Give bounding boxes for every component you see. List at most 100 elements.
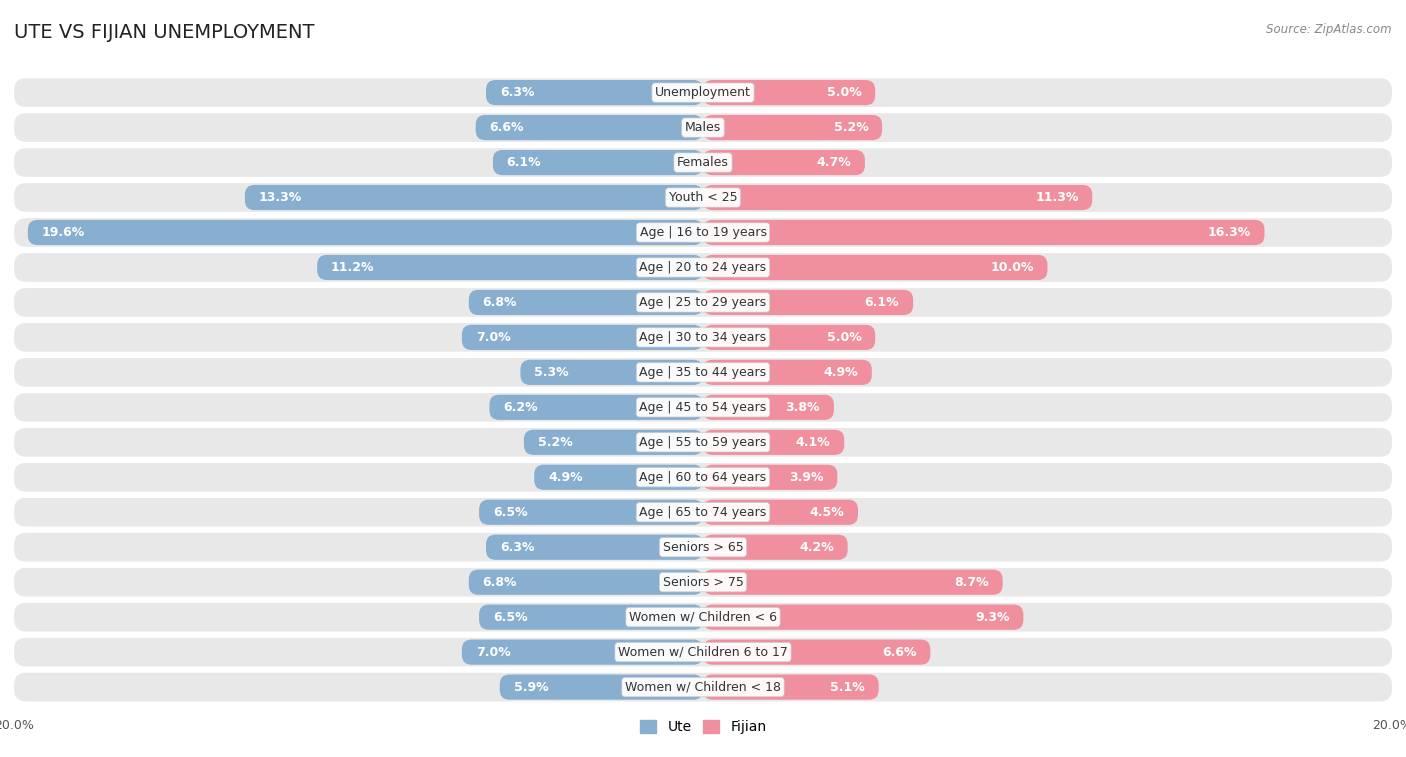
- FancyBboxPatch shape: [703, 150, 865, 175]
- FancyBboxPatch shape: [703, 80, 875, 105]
- FancyBboxPatch shape: [703, 534, 848, 560]
- FancyBboxPatch shape: [703, 394, 834, 420]
- FancyBboxPatch shape: [479, 500, 703, 525]
- FancyBboxPatch shape: [703, 325, 875, 350]
- FancyBboxPatch shape: [461, 640, 703, 665]
- Text: 5.1%: 5.1%: [830, 681, 865, 693]
- FancyBboxPatch shape: [14, 78, 1392, 107]
- Text: 4.1%: 4.1%: [796, 436, 831, 449]
- Text: Age | 60 to 64 years: Age | 60 to 64 years: [640, 471, 766, 484]
- Text: Age | 55 to 59 years: Age | 55 to 59 years: [640, 436, 766, 449]
- FancyBboxPatch shape: [703, 640, 931, 665]
- FancyBboxPatch shape: [499, 674, 703, 699]
- Legend: Ute, Fijian: Ute, Fijian: [634, 715, 772, 740]
- Text: 19.6%: 19.6%: [42, 226, 84, 239]
- FancyBboxPatch shape: [14, 393, 1392, 422]
- Text: Seniors > 65: Seniors > 65: [662, 540, 744, 553]
- FancyBboxPatch shape: [14, 638, 1392, 666]
- Text: 6.3%: 6.3%: [499, 540, 534, 553]
- Text: Age | 30 to 34 years: Age | 30 to 34 years: [640, 331, 766, 344]
- Text: Women w/ Children < 6: Women w/ Children < 6: [628, 611, 778, 624]
- FancyBboxPatch shape: [703, 360, 872, 385]
- Text: 7.0%: 7.0%: [475, 331, 510, 344]
- Text: 4.7%: 4.7%: [817, 156, 851, 169]
- FancyBboxPatch shape: [489, 394, 703, 420]
- Text: 10.0%: 10.0%: [990, 261, 1033, 274]
- FancyBboxPatch shape: [14, 568, 1392, 597]
- FancyBboxPatch shape: [14, 323, 1392, 352]
- FancyBboxPatch shape: [468, 569, 703, 595]
- FancyBboxPatch shape: [14, 183, 1392, 212]
- Text: 11.3%: 11.3%: [1035, 191, 1078, 204]
- Text: 6.1%: 6.1%: [506, 156, 541, 169]
- FancyBboxPatch shape: [14, 358, 1392, 387]
- FancyBboxPatch shape: [703, 290, 912, 315]
- FancyBboxPatch shape: [475, 115, 703, 140]
- FancyBboxPatch shape: [14, 498, 1392, 527]
- Text: Age | 20 to 24 years: Age | 20 to 24 years: [640, 261, 766, 274]
- FancyBboxPatch shape: [703, 185, 1092, 210]
- FancyBboxPatch shape: [534, 465, 703, 490]
- FancyBboxPatch shape: [14, 428, 1392, 456]
- Text: 5.3%: 5.3%: [534, 366, 569, 378]
- Text: 11.2%: 11.2%: [330, 261, 374, 274]
- Text: Women w/ Children 6 to 17: Women w/ Children 6 to 17: [619, 646, 787, 659]
- FancyBboxPatch shape: [14, 148, 1392, 177]
- Text: 6.6%: 6.6%: [489, 121, 524, 134]
- Text: 5.9%: 5.9%: [513, 681, 548, 693]
- Text: 5.2%: 5.2%: [834, 121, 869, 134]
- Text: 13.3%: 13.3%: [259, 191, 302, 204]
- Text: 6.8%: 6.8%: [482, 296, 517, 309]
- FancyBboxPatch shape: [703, 465, 838, 490]
- FancyBboxPatch shape: [14, 114, 1392, 142]
- FancyBboxPatch shape: [486, 80, 703, 105]
- Text: 9.3%: 9.3%: [976, 611, 1010, 624]
- Text: 8.7%: 8.7%: [955, 575, 988, 589]
- Text: 4.2%: 4.2%: [799, 540, 834, 553]
- FancyBboxPatch shape: [703, 674, 879, 699]
- FancyBboxPatch shape: [318, 255, 703, 280]
- Text: 6.5%: 6.5%: [494, 506, 527, 519]
- Text: 6.6%: 6.6%: [882, 646, 917, 659]
- FancyBboxPatch shape: [14, 288, 1392, 316]
- Text: 5.0%: 5.0%: [827, 86, 862, 99]
- Text: 6.2%: 6.2%: [503, 401, 538, 414]
- FancyBboxPatch shape: [703, 220, 1264, 245]
- Text: Age | 65 to 74 years: Age | 65 to 74 years: [640, 506, 766, 519]
- Text: Unemployment: Unemployment: [655, 86, 751, 99]
- FancyBboxPatch shape: [703, 430, 844, 455]
- Text: 4.9%: 4.9%: [824, 366, 858, 378]
- Text: Age | 35 to 44 years: Age | 35 to 44 years: [640, 366, 766, 378]
- Text: 6.3%: 6.3%: [499, 86, 534, 99]
- FancyBboxPatch shape: [28, 220, 703, 245]
- Text: Women w/ Children < 18: Women w/ Children < 18: [626, 681, 780, 693]
- FancyBboxPatch shape: [703, 605, 1024, 630]
- Text: Males: Males: [685, 121, 721, 134]
- Text: Age | 45 to 54 years: Age | 45 to 54 years: [640, 401, 766, 414]
- FancyBboxPatch shape: [486, 534, 703, 560]
- Text: UTE VS FIJIAN UNEMPLOYMENT: UTE VS FIJIAN UNEMPLOYMENT: [14, 23, 315, 42]
- Text: Source: ZipAtlas.com: Source: ZipAtlas.com: [1267, 23, 1392, 36]
- FancyBboxPatch shape: [703, 569, 1002, 595]
- Text: 4.5%: 4.5%: [810, 506, 844, 519]
- FancyBboxPatch shape: [479, 605, 703, 630]
- FancyBboxPatch shape: [703, 255, 1047, 280]
- Text: 6.5%: 6.5%: [494, 611, 527, 624]
- Text: 4.9%: 4.9%: [548, 471, 582, 484]
- FancyBboxPatch shape: [494, 150, 703, 175]
- FancyBboxPatch shape: [14, 603, 1392, 631]
- Text: 5.0%: 5.0%: [827, 331, 862, 344]
- Text: Youth < 25: Youth < 25: [669, 191, 737, 204]
- FancyBboxPatch shape: [703, 115, 882, 140]
- Text: 6.1%: 6.1%: [865, 296, 900, 309]
- Text: 6.8%: 6.8%: [482, 575, 517, 589]
- Text: Seniors > 75: Seniors > 75: [662, 575, 744, 589]
- FancyBboxPatch shape: [703, 500, 858, 525]
- Text: 3.9%: 3.9%: [789, 471, 824, 484]
- Text: Females: Females: [678, 156, 728, 169]
- FancyBboxPatch shape: [468, 290, 703, 315]
- FancyBboxPatch shape: [14, 463, 1392, 491]
- FancyBboxPatch shape: [14, 253, 1392, 282]
- FancyBboxPatch shape: [14, 673, 1392, 702]
- Text: Age | 16 to 19 years: Age | 16 to 19 years: [640, 226, 766, 239]
